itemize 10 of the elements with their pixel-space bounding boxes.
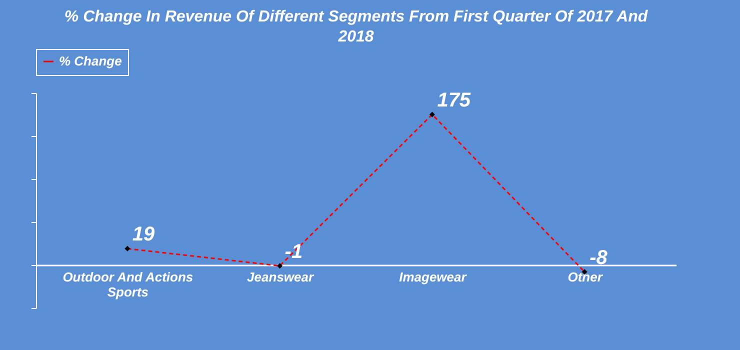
data-label: -8	[590, 246, 608, 269]
x-tick-label: Imagewear	[399, 270, 468, 284]
legend-label: % Change	[59, 54, 122, 68]
x-tick-label: Other	[568, 270, 604, 284]
chart-title: % Change In Revenue Of Different Segments From First Quarter Of 2017 And 2018	[64, 8, 649, 46]
data-label: 19	[132, 224, 156, 246]
data-label: -1	[284, 240, 303, 263]
x-tick-label: Outdoor And Actions Sports	[62, 270, 194, 300]
data-label: 175	[437, 90, 472, 112]
x-tick-label: Jeanswear	[247, 270, 314, 284]
